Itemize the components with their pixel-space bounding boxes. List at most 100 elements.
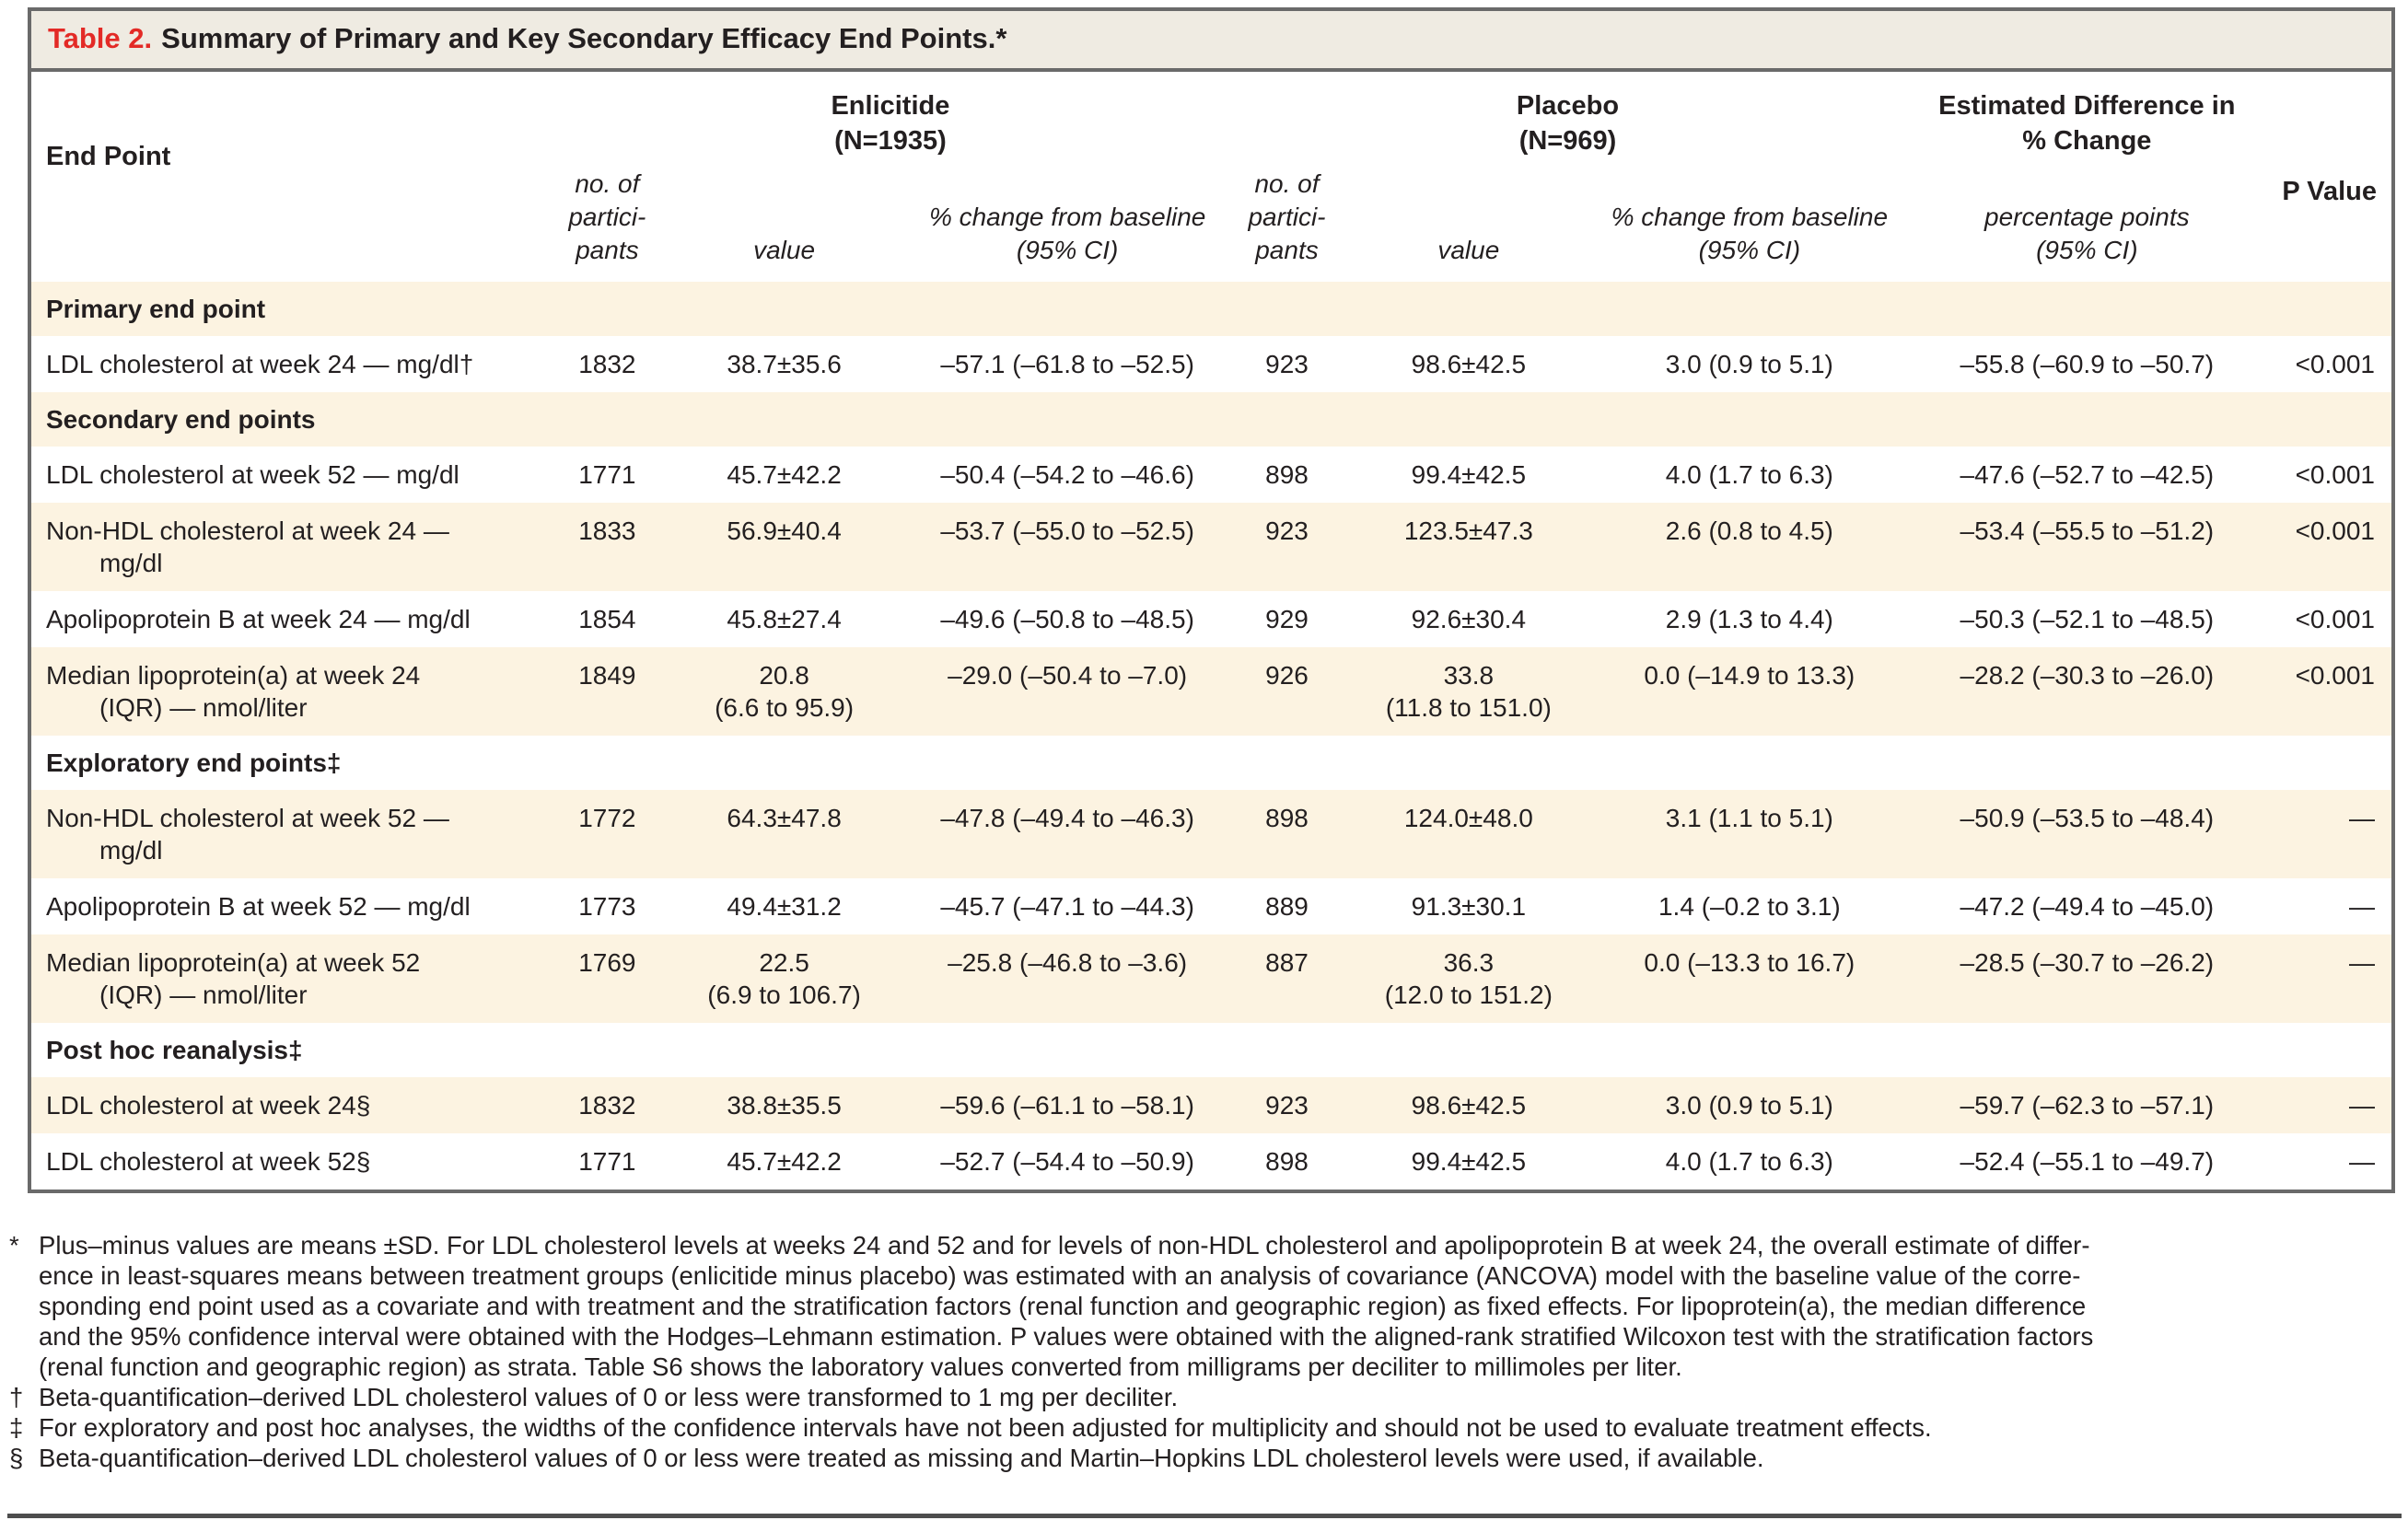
p-value-cell: <0.001 xyxy=(2295,516,2375,545)
enlicitide-participants-cell: 1769 xyxy=(578,948,636,977)
enlicitide-value-cell: 64.3±47.8 xyxy=(727,804,842,832)
footnote-marker: * xyxy=(9,1231,19,1259)
endpoint-label: Non-HDL cholesterol at week 52 — mg/dl xyxy=(46,804,449,865)
p-value-cell: — xyxy=(2349,892,2375,921)
section-label-cell: Secondary end points xyxy=(46,405,316,434)
placebo-pct-change-cell: 4.0 (1.7 to 6.3) xyxy=(1665,460,1833,489)
p-value-cell: <0.001 xyxy=(2295,350,2375,378)
enlicitide-pct-change-cell: –59.6 (–61.1 to –58.1) xyxy=(940,1091,1194,1120)
placebo-pct-change-cell: 2.6 (0.8 to 4.5) xyxy=(1665,516,1833,545)
section-row: Secondary end points xyxy=(31,392,2391,447)
footnote: ‡ For exploratory and post hoc analyses, … xyxy=(9,1412,2400,1443)
footnote-marker: † xyxy=(9,1383,24,1411)
table-row: Non-HDL cholesterol at week 24 — mg/dl 18… xyxy=(31,503,2391,591)
estimated-difference-cell: –52.4 (–55.1 to –49.7) xyxy=(1960,1147,2215,1176)
enlicitide-pct-change-cell: –50.4 (–54.2 to –46.6) xyxy=(940,460,1194,489)
footnote: § Beta-quantification–derived LDL cholest… xyxy=(9,1443,2400,1473)
p-value-cell: <0.001 xyxy=(2295,661,2375,690)
endpoint-label: LDL cholesterol at week 52§ xyxy=(46,1147,371,1176)
subhead-enlicitide-value: value xyxy=(753,236,816,264)
endpoint-label-cell: Non-HDL cholesterol at week 24 — mg/dl xyxy=(31,503,551,591)
placebo-participants-cell: 898 xyxy=(1265,804,1309,832)
placebo-participants-cell: 887 xyxy=(1265,948,1309,977)
endpoint-label-cell: LDL cholesterol at week 52§ xyxy=(31,1133,551,1190)
subhead-enlicitide-pct-change: % change from baseline (95% CI) xyxy=(928,203,1206,264)
p-value-cell: — xyxy=(2349,804,2375,832)
placebo-participants-cell: 889 xyxy=(1265,892,1309,921)
placebo-participants-cell: 923 xyxy=(1265,350,1309,378)
endpoint-label: Median lipoprotein(a) at week 24 (IQR) —… xyxy=(46,661,421,722)
section-row: Exploratory end points‡ xyxy=(31,736,2391,790)
enlicitide-pct-change-cell: –29.0 (–50.4 to –7.0) xyxy=(948,661,1188,690)
enlicitide-pct-change-cell: –52.7 (–54.4 to –50.9) xyxy=(940,1147,1194,1176)
placebo-pct-change-cell: 1.4 (–0.2 to 3.1) xyxy=(1658,892,1841,921)
endpoint-label: LDL cholesterol at week 24 — mg/dl† xyxy=(46,350,474,378)
subhead-placebo-participants: no. of partici- pants xyxy=(1248,169,1326,264)
placebo-pct-change-cell: 2.9 (1.3 to 4.4) xyxy=(1665,605,1833,633)
table-frame: Table 2. Summary of Primary and Key Secon… xyxy=(28,7,2395,1193)
p-value-cell: <0.001 xyxy=(2295,460,2375,489)
placebo-pct-change-cell: 3.0 (0.9 to 5.1) xyxy=(1665,1091,1833,1120)
estimated-difference-cell: –53.4 (–55.5 to –51.2) xyxy=(1960,516,2215,545)
estimated-difference-cell: –59.7 (–62.3 to –57.1) xyxy=(1960,1091,2215,1120)
placebo-value-cell: 99.4±42.5 xyxy=(1411,460,1527,489)
endpoint-label: LDL cholesterol at week 52 — mg/dl xyxy=(46,460,459,489)
table-row: LDL cholesterol at week 52 — mg/dl 1771 45… xyxy=(31,447,2391,503)
enlicitide-pct-change-cell: –57.1 (–61.8 to –52.5) xyxy=(940,350,1194,378)
footnote: † Beta-quantification–derived LDL cholest… xyxy=(9,1382,2400,1412)
section-label-cell: Exploratory end points‡ xyxy=(46,749,342,777)
endpoint-label-cell: Median lipoprotein(a) at week 52 (IQR) —… xyxy=(31,934,551,1023)
col-group-placebo: Placebo (N=969) xyxy=(1516,91,1620,156)
header-group-row: End Point Enlicitide (N=1935) Placebo (N… xyxy=(31,72,2391,206)
subhead-placebo-pct-change: % change from baseline (95% CI) xyxy=(1611,203,1889,264)
subhead-enlicitide-participants: no. of partici- pants xyxy=(568,169,646,264)
estimated-difference-cell: –50.3 (–52.1 to –48.5) xyxy=(1960,605,2215,633)
enlicitide-pct-change-cell: –25.8 (–46.8 to –3.6) xyxy=(948,948,1188,977)
placebo-value-cell: 98.6±42.5 xyxy=(1411,1091,1527,1120)
table-row: Apolipoprotein B at week 52 — mg/dl 1773 4… xyxy=(31,878,2391,934)
col-header-end-point: End Point xyxy=(46,142,171,171)
placebo-value-cell: 123.5±47.3 xyxy=(1403,516,1533,545)
table-body: Primary end point LDL cholesterol at week… xyxy=(31,282,2391,1190)
placebo-participants-cell: 923 xyxy=(1265,516,1309,545)
header-subhead-row: no. of partici- pants value % change fro… xyxy=(31,162,2391,282)
placebo-value-cell: 33.8 (11.8 to 151.0) xyxy=(1385,661,1552,722)
section-row: Primary end point xyxy=(31,282,2391,336)
endpoint-label: Median lipoprotein(a) at week 52 (IQR) —… xyxy=(46,948,421,1009)
section-row: Post hoc reanalysis‡ xyxy=(31,1023,2391,1077)
footnote-text: Plus–minus values are means ±SD. For LDL… xyxy=(39,1231,2094,1381)
placebo-value-cell: 98.6±42.5 xyxy=(1411,350,1527,378)
enlicitide-value-cell: 38.7±35.6 xyxy=(727,350,842,378)
p-value-cell: — xyxy=(2349,1091,2375,1120)
endpoint-label-cell: Median lipoprotein(a) at week 24 (IQR) —… xyxy=(31,647,551,736)
placebo-value-cell: 99.4±42.5 xyxy=(1411,1147,1527,1176)
table-title-bar: Table 2. Summary of Primary and Key Secon… xyxy=(31,11,2391,72)
enlicitide-participants-cell: 1771 xyxy=(578,1147,636,1176)
enlicitide-value-cell: 38.8±35.5 xyxy=(727,1091,842,1120)
placebo-value-cell: 36.3 (12.0 to 151.2) xyxy=(1384,948,1553,1009)
enlicitide-value-cell: 22.5 (6.9 to 106.7) xyxy=(707,948,861,1009)
enlicitide-value-cell: 45.8±27.4 xyxy=(727,605,842,633)
estimated-difference-cell: –47.6 (–52.7 to –42.5) xyxy=(1960,460,2215,489)
table-row: Apolipoprotein B at week 24 — mg/dl 1854 4… xyxy=(31,591,2391,647)
endpoint-label: LDL cholesterol at week 24§ xyxy=(46,1091,371,1120)
footnotes: * Plus–minus values are means ±SD. For LD… xyxy=(9,1230,2400,1473)
table-row: LDL cholesterol at week 24 — mg/dl† 1832 3… xyxy=(31,336,2391,392)
enlicitide-value-cell: 49.4±31.2 xyxy=(727,892,842,921)
estimated-difference-cell: –50.9 (–53.5 to –48.4) xyxy=(1960,804,2215,832)
endpoint-label-cell: LDL cholesterol at week 24 — mg/dl† xyxy=(31,336,551,392)
placebo-pct-change-cell: 0.0 (–13.3 to 16.7) xyxy=(1644,948,1855,977)
subhead-percentage-points: percentage points (95% CI) xyxy=(1984,203,2190,264)
placebo-participants-cell: 929 xyxy=(1265,605,1309,633)
endpoint-label: Non-HDL cholesterol at week 24 — mg/dl xyxy=(46,516,449,577)
enlicitide-participants-cell: 1772 xyxy=(578,804,636,832)
enlicitide-value-cell: 56.9±40.4 xyxy=(727,516,842,545)
placebo-participants-cell: 898 xyxy=(1265,460,1309,489)
endpoint-label-cell: LDL cholesterol at week 52 — mg/dl xyxy=(31,447,551,503)
footnote: * Plus–minus values are means ±SD. For LD… xyxy=(9,1230,2400,1382)
enlicitide-participants-cell: 1773 xyxy=(578,892,636,921)
bottom-rule xyxy=(7,1514,2402,1518)
placebo-participants-cell: 926 xyxy=(1265,661,1309,690)
table-row: Non-HDL cholesterol at week 52 — mg/dl 17… xyxy=(31,790,2391,878)
